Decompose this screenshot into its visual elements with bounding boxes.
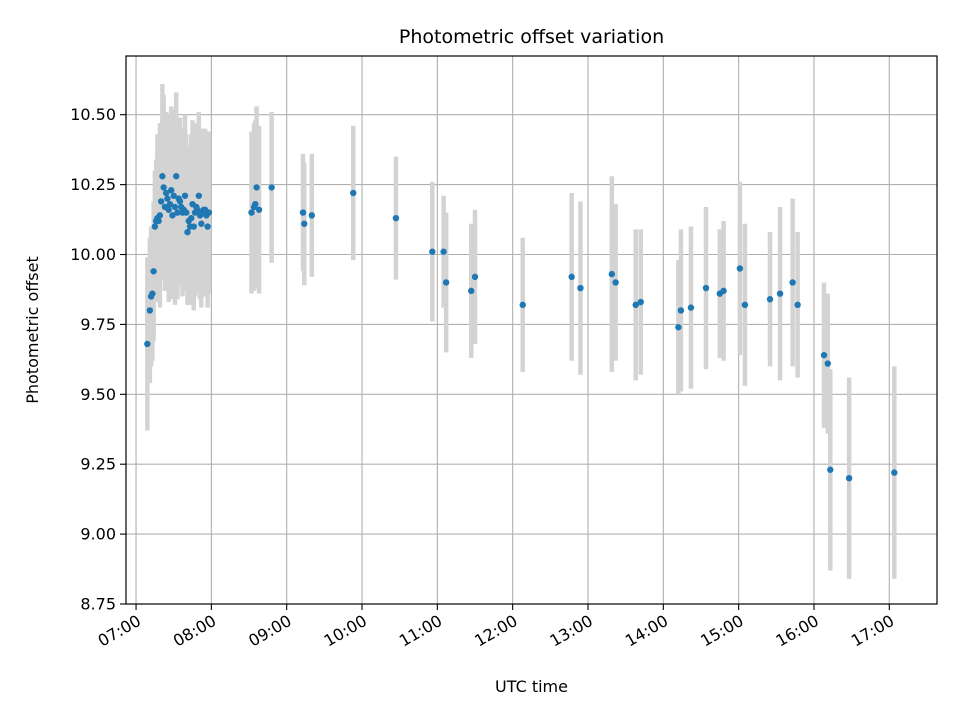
data-point [171,203,179,211]
data-point [195,192,203,199]
data-point [198,220,205,227]
y-tick-label: 9.75 [80,315,116,334]
data-point [174,209,181,216]
data-point [169,212,176,219]
y-tick-label: 8.75 [80,595,116,614]
y-tick-label: 9.50 [80,385,116,404]
data-point [675,324,682,331]
data-point [162,189,170,197]
y-tick-label: 10.25 [70,175,116,194]
data-point [440,248,447,255]
data-point [766,296,774,303]
data-point [891,469,898,476]
data-point [204,223,211,230]
data-point [205,209,213,216]
data-point [471,273,479,281]
data-point [190,223,197,230]
data-point [794,301,801,309]
data-point [677,307,685,314]
data-point [720,287,727,295]
data-point [164,195,171,202]
data-point [160,184,167,191]
y-tick-label: 10.00 [70,245,116,264]
data-point [736,265,744,272]
data-point [176,198,184,205]
data-point [188,214,195,222]
data-point [820,351,828,359]
data-point [827,466,834,473]
y-tick-label: 10.50 [70,105,116,124]
data-point [845,474,853,482]
data-point [350,189,357,197]
data-point [392,214,400,222]
data-point [268,184,275,191]
data-point [156,212,164,219]
data-point [167,187,175,194]
data-point [308,212,316,219]
data-point [253,184,260,191]
data-points [144,173,898,482]
data-point [255,206,263,213]
data-point [824,360,831,367]
chart-title: Photometric offset variation [399,26,664,48]
data-point [442,279,450,286]
data-point [151,223,159,230]
data-point [299,209,307,216]
data-point [568,273,575,281]
data-point [146,307,154,314]
data-point [248,209,255,216]
data-point [159,173,166,180]
data-point [149,290,156,297]
data-point [181,192,189,199]
data-point [702,284,710,292]
y-tick-label: 9.25 [80,455,116,474]
data-point [789,279,796,286]
data-point [468,287,475,295]
data-point [429,248,436,255]
data-point [608,270,616,278]
data-point [173,173,180,180]
data-point [776,290,784,297]
data-point [183,209,190,216]
data-point [687,304,695,311]
data-point [577,284,584,292]
plot-frame [125,55,938,605]
y-tick-label: 9.00 [80,525,116,544]
data-point [155,217,162,225]
data-point [612,279,619,286]
data-point [519,301,526,309]
data-point [144,340,151,348]
data-point [170,192,177,199]
data-point [632,301,639,309]
data-point [194,206,201,213]
y-axis-ticks: 8.75 9.00 9.25 9.50 9.75 10.00 10.25 10.50 [70,105,126,614]
data-point [184,228,191,236]
data-point [741,301,749,309]
x-axis-label: UTC time [495,677,568,696]
data-point [301,220,308,227]
data-point [637,298,644,306]
y-axis-label: Photometric offset [23,256,42,404]
data-point [252,200,259,208]
data-point [150,268,157,275]
data-point [157,198,165,205]
data-point [165,206,172,213]
data-point [166,200,174,208]
